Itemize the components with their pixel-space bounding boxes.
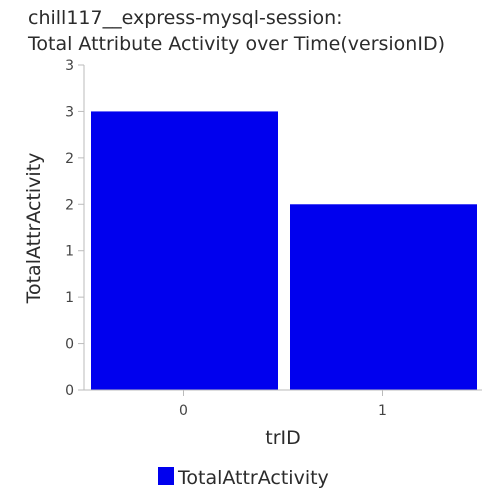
- legend-label: TotalAttrActivity: [177, 467, 329, 489]
- x-axis-label: trID: [265, 427, 301, 449]
- bar: [290, 204, 477, 390]
- bars: [91, 111, 477, 390]
- y-axis-label: TotalAttrActivity: [23, 153, 45, 305]
- y-tick-label: 2: [65, 197, 74, 213]
- legend-swatch: [158, 467, 174, 485]
- y-tick-label: 0: [65, 383, 74, 399]
- y-tick-label: 1: [65, 290, 74, 306]
- x-tick-label: 0: [179, 403, 188, 419]
- y-tick-label: 3: [65, 58, 74, 74]
- y-tick-label: 2: [65, 151, 74, 167]
- y-tick-label: 0: [65, 337, 74, 353]
- chart-title-line-2: Total Attribute Activity over Time(versi…: [27, 33, 445, 55]
- chart-title-line-1: chill117__express-mysql-session:: [28, 7, 343, 29]
- legend: TotalAttrActivity: [158, 467, 329, 489]
- y-axis: 0 0 1 1 2 2 3 3: [65, 58, 85, 399]
- y-tick-label: 1: [65, 244, 74, 260]
- x-tick-label: 1: [378, 403, 387, 419]
- bar: [91, 111, 278, 390]
- y-tick-label: 3: [65, 104, 74, 120]
